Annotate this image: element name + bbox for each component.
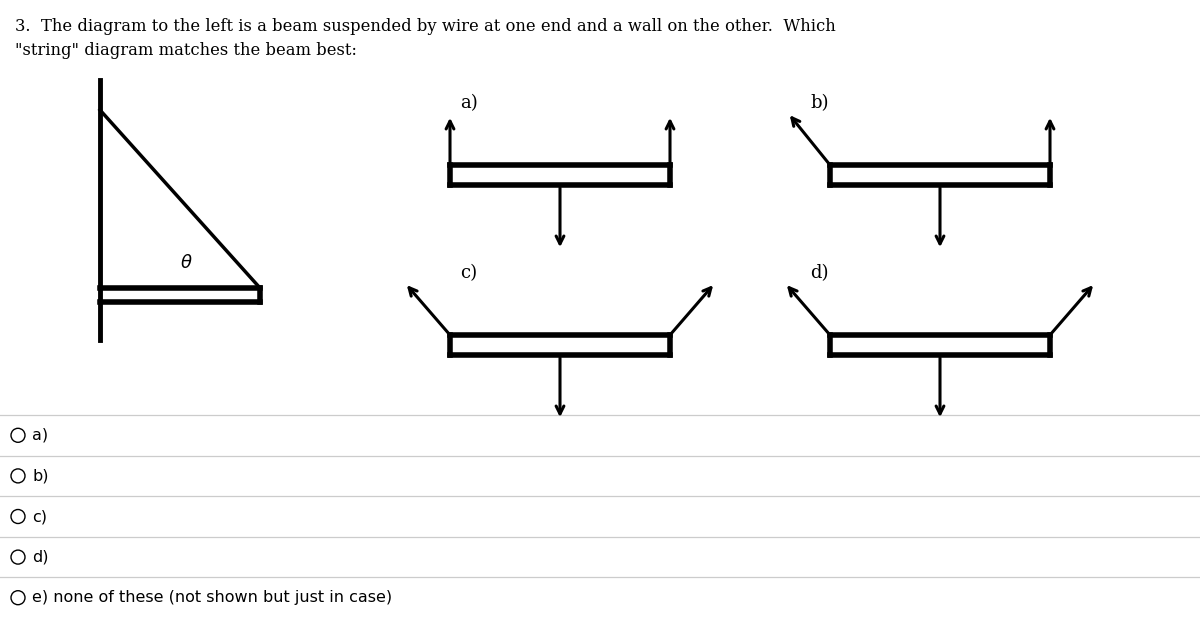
Text: $\theta$: $\theta$ [180,254,193,272]
Text: a): a) [460,94,478,112]
Text: e) none of these (not shown but just in case): e) none of these (not shown but just in … [32,590,392,605]
Text: c): c) [32,509,47,524]
Bar [830,165,1050,185]
Text: "string" diagram matches the beam best:: "string" diagram matches the beam best: [14,42,358,59]
Circle shape [11,591,25,604]
Text: a): a) [32,428,48,443]
Bar [450,165,670,185]
Circle shape [11,509,25,523]
Circle shape [11,428,25,442]
Circle shape [11,469,25,483]
Text: 3.  The diagram to the left is a beam suspended by wire at one end and a wall on: 3. The diagram to the left is a beam sus… [14,18,835,35]
Text: c): c) [460,264,478,282]
Text: b): b) [32,468,48,483]
Text: b): b) [810,94,828,112]
Text: d): d) [810,264,828,282]
Bar [450,335,670,355]
Text: d): d) [32,549,48,565]
Circle shape [11,550,25,564]
Bar [830,335,1050,355]
